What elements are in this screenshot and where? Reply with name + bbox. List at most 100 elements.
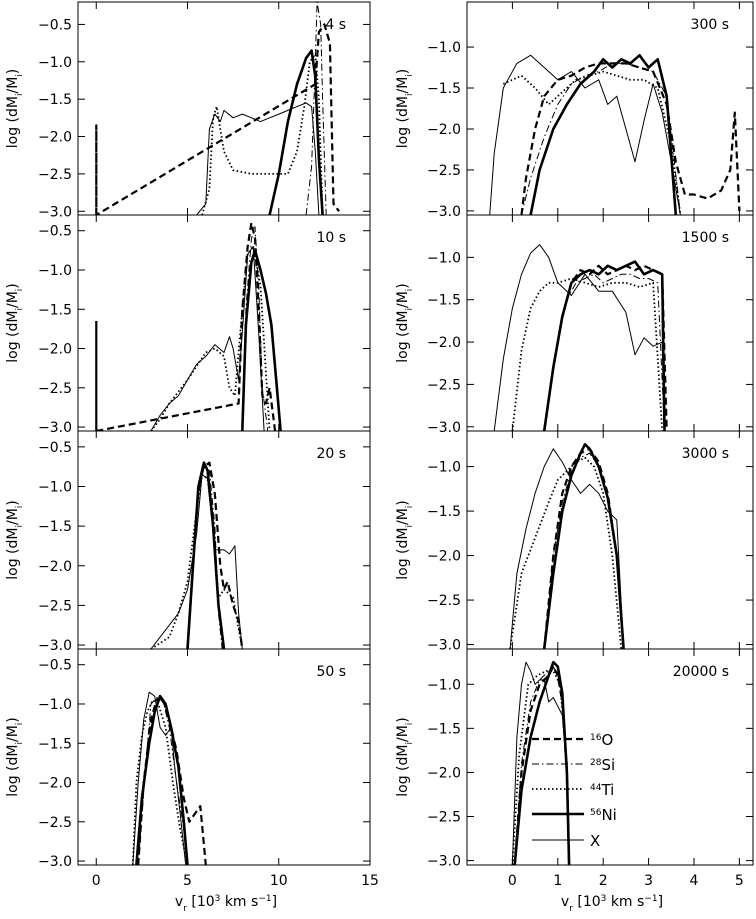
panel-left-4: −3.0 −2.5 −2.0 −1.5 −1.0 −0.5 0 5 10 15 50 s log (d…	[5, 648, 379, 889]
y-tick-label: −2.0	[427, 549, 461, 565]
plot-frame	[77, 430, 371, 650]
y-tick-label: −2.0	[427, 765, 461, 781]
y-tick-label: −2.0	[38, 776, 72, 792]
y-axis-label: log (dMi/Mi)	[395, 69, 415, 149]
panel-time-label: 1500 s	[682, 230, 729, 246]
panel-time-label: 4 s	[325, 17, 346, 33]
panel-right-2: −3.0 −2.5 −2.0 −1.5 −1.0 1500 s log (dMi/Mi)	[395, 214, 754, 436]
y-tick-label: −2.5	[427, 810, 461, 826]
y-tick-label: −3.0	[427, 420, 461, 436]
plot-frame	[77, 648, 371, 866]
legend: 16O 28Si 44Ti 56Ni X	[532, 731, 617, 850]
y-tick-label: −1.0	[38, 263, 72, 279]
x-tick-label: 4	[690, 873, 699, 889]
y-tick-label: −1.5	[38, 519, 72, 535]
y-tick-label: −2.0	[38, 342, 72, 358]
y-tick-label: −1.0	[427, 250, 461, 266]
y-tick-label: −0.5	[38, 658, 72, 674]
panel-right-4: −3.0 −2.5 −2.0 −1.5 −1.0 0 1 2 3 4 5 20000 s log (dM…	[395, 648, 754, 889]
series-line-56Ni	[513, 660, 571, 865]
panel-time-label: 50 s	[316, 664, 346, 680]
panel-time-label: 20 s	[316, 446, 346, 462]
series-line-56Ni	[135, 694, 189, 865]
series-line-X	[196, 102, 320, 215]
plot-frame	[77, 214, 371, 432]
y-tick-label: −0.5	[38, 224, 72, 240]
y-axis-label: log (dMi/Mi)	[5, 69, 25, 149]
panel-left-2: −3.0 −2.5 −2.0 −1.5 −1.0 −0.5 10 s log (dMi/Mi)	[5, 214, 371, 436]
series-line-X	[489, 54, 681, 215]
y-tick-label: −2.5	[38, 167, 72, 183]
y-axis-label: log (dMi/Mi)	[5, 500, 25, 580]
y-tick-label: −3.0	[427, 854, 461, 870]
y-tick-label: −0.5	[38, 440, 72, 456]
series-line-44Ti	[511, 277, 664, 431]
series-line-44Ti	[502, 70, 682, 215]
x-tick-label: 0	[92, 873, 101, 889]
legend-label-16O: 16O	[590, 731, 613, 749]
series-line-56Ni	[268, 49, 324, 215]
series-line-28Si	[241, 226, 269, 431]
y-tick-label: −2.5	[427, 163, 461, 179]
y-tick-label: −3.0	[38, 638, 72, 654]
x-tick-label: 3	[644, 873, 653, 889]
series-line-56Ni	[529, 53, 678, 215]
series-line-44Ti	[201, 53, 324, 215]
x-tick-label: 10	[270, 873, 288, 889]
panel-time-label: 10 s	[316, 230, 346, 246]
y-tick-label: −1.0	[38, 697, 72, 713]
legend-label-28Si: 28Si	[590, 756, 615, 774]
x-tick-label: 0	[508, 873, 517, 889]
y-tick-label: −2.5	[427, 377, 461, 393]
series-line-28Si	[305, 2, 327, 215]
series-line-X	[493, 244, 665, 431]
panel-left-3: −3.0 −2.5 −2.0 −1.5 −1.0 −0.5 20 s log (dMi/Mi)	[5, 430, 371, 654]
series-line-X	[511, 661, 570, 865]
y-tick-label: −1.0	[427, 40, 461, 56]
series-line-44Ti	[511, 670, 570, 865]
y-axis-label: log (dMi/Mi)	[395, 283, 415, 363]
legend-label-56Ni: 56Ni	[590, 806, 617, 824]
y-tick-label: −3.0	[38, 420, 72, 436]
legend-label-44Ti: 44Ti	[590, 781, 614, 799]
y-tick-label: −3.0	[38, 204, 72, 220]
series-line-56Ni	[241, 249, 282, 431]
y-tick-label: −3.0	[427, 204, 461, 220]
y-tick-label: −3.0	[38, 854, 72, 870]
plot-frame	[466, 648, 754, 866]
y-tick-label: −2.5	[427, 593, 461, 609]
panel-time-label: 300 s	[691, 17, 729, 33]
x-tick-label: 1	[553, 873, 562, 889]
y-tick-label: −2.0	[427, 122, 461, 138]
series-line-X	[150, 245, 265, 431]
y-tick-label: −2.0	[427, 335, 461, 351]
y-tick-label: −0.5	[38, 17, 72, 33]
y-tick-label: −1.5	[38, 302, 72, 318]
y-tick-label: −1.5	[38, 736, 72, 752]
y-tick-label: −1.0	[427, 677, 461, 693]
panel-right-1: −3.0 −2.5 −2.0 −1.5 −1.0 300 s log (dMi/Mi)	[395, 1, 754, 220]
series-line-16O	[543, 264, 668, 431]
x-axis-label-left: vr [103 km s−1]	[175, 894, 277, 914]
x-tick-label: 2	[599, 873, 608, 889]
series-line-56Ni	[542, 260, 666, 431]
series-line-16O	[520, 62, 741, 215]
y-axis-label: log (dMi/Mi)	[5, 283, 25, 363]
plot-frame	[466, 1, 754, 216]
y-tick-label: −2.5	[38, 381, 72, 397]
series-line-56Ni	[542, 442, 625, 649]
series-line-28Si	[137, 695, 188, 865]
y-tick-label: −2.0	[38, 130, 72, 146]
y-tick-label: −2.5	[38, 815, 72, 831]
y-axis-label: log (dMi/Mi)	[395, 717, 415, 797]
series-line-16O	[95, 23, 340, 215]
x-tick-label: 5	[735, 873, 744, 889]
y-tick-label: −1.0	[427, 460, 461, 476]
series-line-44Ti	[509, 456, 623, 649]
series-line-44Ti	[150, 245, 271, 431]
y-tick-label: −1.5	[427, 293, 461, 309]
y-tick-label: −1.5	[427, 81, 461, 97]
panel-time-label: 3000 s	[682, 446, 729, 462]
series-line-X	[150, 474, 243, 649]
